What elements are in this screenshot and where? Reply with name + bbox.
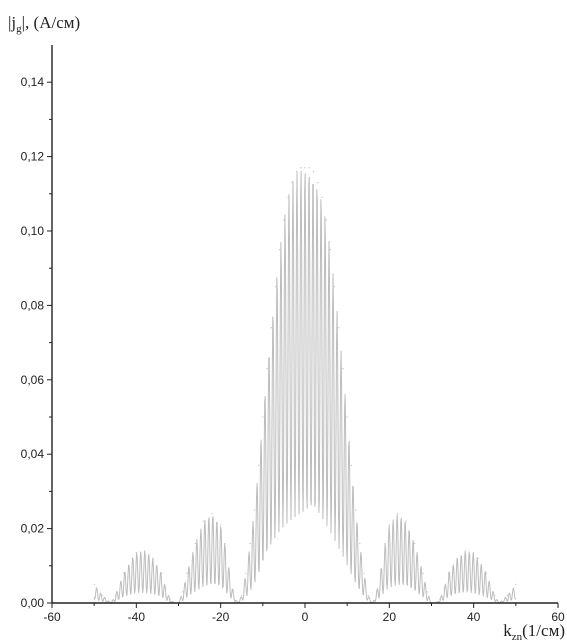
data-series [93, 167, 517, 604]
data-point [224, 542, 226, 545]
data-point [312, 170, 315, 173]
x-tick-label: -60 [43, 610, 61, 624]
y-tick-label: 0,06 [21, 373, 45, 387]
data-point [295, 170, 298, 173]
data-point [464, 550, 466, 552]
data-point [397, 513, 399, 515]
data-point [131, 557, 133, 559]
axis-ticks: 0,00 0,02 0,04 0,06 0,08 0,10 0,12 0,14 -60 -40 -2… [21, 75, 565, 624]
data-point [253, 509, 255, 511]
data-point [232, 591, 234, 593]
data-point [321, 196, 323, 199]
y-tick-label: 0,00 [21, 596, 45, 610]
data-point [245, 572, 247, 574]
data-point [279, 249, 281, 251]
data-point [152, 557, 154, 559]
data-point [388, 524, 390, 526]
y-tick-label: 0,04 [21, 447, 45, 461]
data-point [283, 219, 285, 221]
data-point [447, 572, 449, 574]
data-point [123, 572, 125, 574]
data-point [414, 542, 416, 545]
data-point [346, 416, 348, 418]
y-tick-label: 0,14 [21, 75, 45, 89]
data-point [186, 572, 188, 574]
data-point [363, 572, 365, 574]
data-point [203, 520, 205, 522]
x-tick-label: 40 [467, 610, 481, 624]
data-point [342, 368, 344, 370]
y-tick-label: 0,12 [21, 150, 45, 164]
series-line [93, 170, 517, 604]
data-point [93, 583, 95, 586]
data-point [165, 587, 167, 589]
data-point [135, 552, 137, 554]
data-point [325, 219, 327, 221]
data-point [287, 196, 289, 199]
y-tick-label: 0,02 [21, 522, 45, 536]
data-point [300, 167, 302, 169]
data-point [473, 552, 475, 554]
data-point [405, 520, 407, 522]
data-point [228, 568, 230, 571]
data-point [367, 594, 369, 597]
x-tick-label: 0 [302, 610, 309, 624]
x-tick-label: 60 [551, 610, 565, 624]
data-point [338, 327, 340, 329]
data-point [380, 568, 382, 571]
data-point [241, 594, 243, 597]
data-point [355, 509, 357, 511]
data-point [102, 594, 104, 597]
data-point [169, 598, 171, 600]
data-point [333, 286, 336, 288]
data-point [258, 464, 260, 466]
x-axis-title: kzn(1/см) [503, 621, 565, 643]
x-tick-label: 20 [383, 610, 397, 624]
data-point [194, 542, 196, 545]
y-tick-label: 0,10 [21, 224, 45, 238]
data-point [220, 524, 222, 526]
data-point [422, 572, 424, 574]
data-point [304, 167, 306, 169]
data-point [506, 594, 508, 597]
data-point [182, 591, 184, 593]
y-axis-title: |jg|, (A/см) [8, 13, 80, 35]
data-point [359, 542, 361, 545]
data-point [114, 594, 116, 597]
data-point [211, 513, 213, 515]
x-tick-label: -40 [128, 610, 146, 624]
data-point [439, 598, 441, 600]
data-point [274, 286, 277, 288]
data-point [291, 182, 293, 184]
data-point [270, 327, 272, 329]
data-point [376, 591, 378, 593]
data-point [426, 591, 428, 593]
data-point [456, 557, 458, 559]
data-point [350, 464, 352, 466]
data-point [308, 167, 310, 169]
data-point [443, 587, 445, 589]
data-point [515, 583, 517, 586]
data-point [384, 542, 386, 545]
data-point [477, 557, 479, 559]
data-point [485, 572, 487, 574]
data-point [317, 182, 319, 184]
data-point [329, 249, 331, 251]
data-point [249, 542, 251, 545]
data-point [161, 572, 163, 574]
x-tick-label: -20 [212, 610, 230, 624]
data-point [144, 550, 146, 552]
y-tick-label: 0,08 [21, 298, 45, 312]
data-point [494, 594, 496, 597]
data-point [262, 416, 264, 418]
data-point [266, 368, 268, 370]
